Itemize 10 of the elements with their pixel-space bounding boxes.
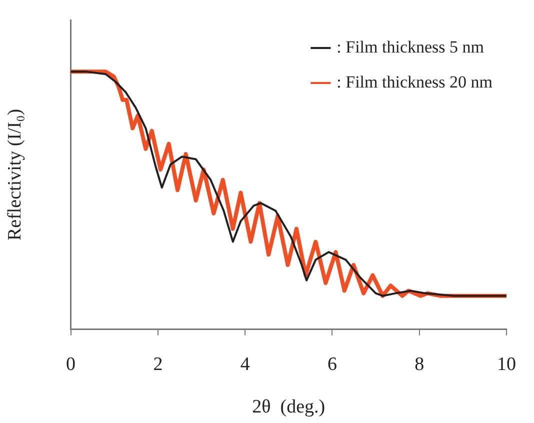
x-tick-label: 6 [327, 354, 337, 375]
y-axis-title: Reflectivity (I/I₀) [4, 108, 26, 241]
x-tick-label: 10 [497, 354, 516, 375]
x-tick-label: 0 [66, 354, 76, 375]
x-axis-title: 2θ (deg.) [252, 396, 326, 418]
legend-label: : Film thickness 5 nm [336, 37, 484, 56]
x-tick-label: 8 [414, 354, 424, 375]
x-tick-label: 2 [153, 354, 163, 375]
legend-label: : Film thickness 20 nm [336, 72, 493, 92]
x-tick-label: 4 [240, 354, 250, 375]
